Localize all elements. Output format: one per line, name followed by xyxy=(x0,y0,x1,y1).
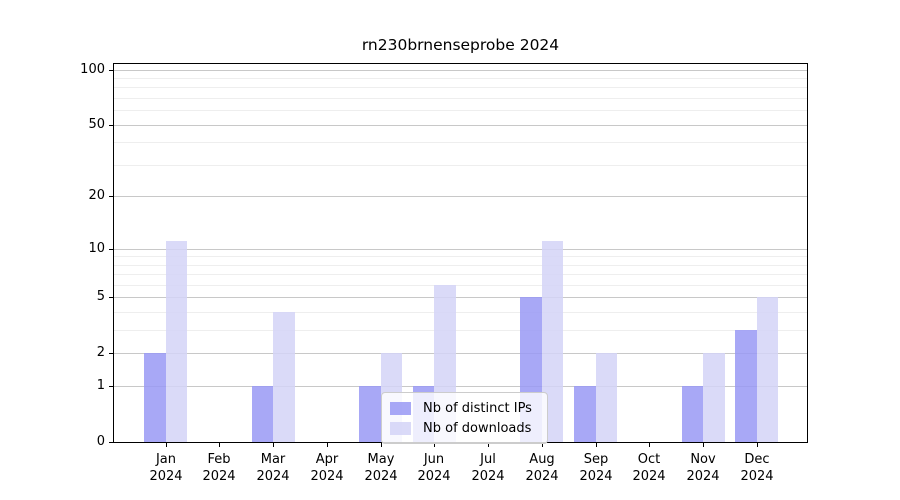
legend-label-distinct-ips: Nb of distinct IPs xyxy=(423,400,532,416)
gridline-major xyxy=(114,353,807,354)
bar-downloads-jan xyxy=(165,241,187,442)
y-tick-mark xyxy=(109,386,113,387)
x-tick-label-sep: Sep 2024 xyxy=(579,452,613,484)
bar-distinct-ips-nov xyxy=(681,386,704,442)
x-tick-mark xyxy=(434,443,435,447)
gridline-minor xyxy=(114,312,807,313)
gridline-major xyxy=(114,70,807,71)
x-tick-label-mar: Mar 2024 xyxy=(256,452,290,484)
y-tick-label: 20 xyxy=(88,188,105,203)
plot-area xyxy=(113,63,808,443)
gridline-minor xyxy=(114,142,807,143)
x-tick-mark xyxy=(381,443,382,447)
y-tick-mark xyxy=(109,442,113,443)
bar-distinct-ips-dec xyxy=(735,330,757,442)
legend: Nb of distinct IPs Nb of downloads xyxy=(381,392,548,444)
bar-distinct-ips-sep xyxy=(574,386,596,442)
x-tick-label-oct: Oct 2024 xyxy=(632,452,666,484)
gridline-major xyxy=(114,386,807,387)
gridline-minor xyxy=(114,285,807,286)
legend-swatch-distinct-ips xyxy=(390,401,411,415)
y-tick-label: 5 xyxy=(96,289,105,304)
y-tick-label: 100 xyxy=(80,62,105,77)
y-tick-mark xyxy=(109,196,113,197)
legend-label-downloads: Nb of downloads xyxy=(423,420,532,436)
gridline-minor xyxy=(114,265,807,266)
x-tick-mark xyxy=(488,443,489,447)
x-tick-mark xyxy=(596,443,597,447)
y-tick-label: 0 xyxy=(96,434,105,449)
gridline-major xyxy=(114,297,807,298)
x-tick-mark xyxy=(327,443,328,447)
y-tick-mark xyxy=(109,297,113,298)
gridline-major xyxy=(114,249,807,250)
x-tick-label-jun: Jun 2024 xyxy=(417,452,451,484)
x-tick-mark xyxy=(703,443,704,447)
y-tick-label: 10 xyxy=(88,241,105,256)
bar-downloads-dec xyxy=(756,297,779,442)
y-tick-mark xyxy=(109,353,113,354)
x-tick-mark xyxy=(273,443,274,447)
y-tick-label: 50 xyxy=(88,117,105,132)
gridline-minor xyxy=(114,78,807,79)
y-tick-mark xyxy=(109,125,113,126)
x-tick-label-jan: Jan 2024 xyxy=(149,452,183,484)
x-tick-mark xyxy=(542,443,543,447)
gridline-minor xyxy=(114,330,807,331)
bar-downloads-aug xyxy=(541,241,564,442)
x-tick-mark xyxy=(649,443,650,447)
bar-distinct-ips-may xyxy=(359,386,381,442)
bar-downloads-mar xyxy=(273,312,295,442)
x-tick-mark xyxy=(757,443,758,447)
gridline-minor xyxy=(114,165,807,166)
bar-downloads-nov xyxy=(703,353,725,442)
chart-title: rn230brnenseprobe 2024 xyxy=(361,36,560,54)
y-tick-mark xyxy=(109,70,113,71)
gridline-minor xyxy=(114,98,807,99)
x-tick-label-dec: Dec 2024 xyxy=(740,452,774,484)
gridline-minor xyxy=(114,256,807,257)
x-tick-label-nov: Nov 2024 xyxy=(686,452,720,484)
gridline-minor xyxy=(114,274,807,275)
gridline-major xyxy=(114,196,807,197)
gridline-minor xyxy=(114,110,807,111)
x-tick-label-may: May 2024 xyxy=(364,452,398,484)
legend-item-distinct-ips: Nb of distinct IPs xyxy=(390,398,539,418)
x-tick-label-feb: Feb 2024 xyxy=(202,452,236,484)
gridline-minor xyxy=(114,87,807,88)
x-tick-label-apr: Apr 2024 xyxy=(310,452,344,484)
y-tick-label: 1 xyxy=(96,378,105,393)
bar-distinct-ips-jan xyxy=(144,353,166,442)
x-tick-mark xyxy=(219,443,220,447)
legend-item-downloads: Nb of downloads xyxy=(390,418,539,438)
bar-distinct-ips-mar xyxy=(251,386,274,442)
x-tick-mark xyxy=(166,443,167,447)
legend-swatch-downloads xyxy=(390,421,411,435)
y-tick-mark xyxy=(109,249,113,250)
bar-downloads-sep xyxy=(595,353,618,442)
y-tick-label: 2 xyxy=(96,345,105,360)
x-tick-label-aug: Aug 2024 xyxy=(525,452,559,484)
x-tick-label-jul: Jul 2024 xyxy=(471,452,505,484)
gridline-major xyxy=(114,125,807,126)
